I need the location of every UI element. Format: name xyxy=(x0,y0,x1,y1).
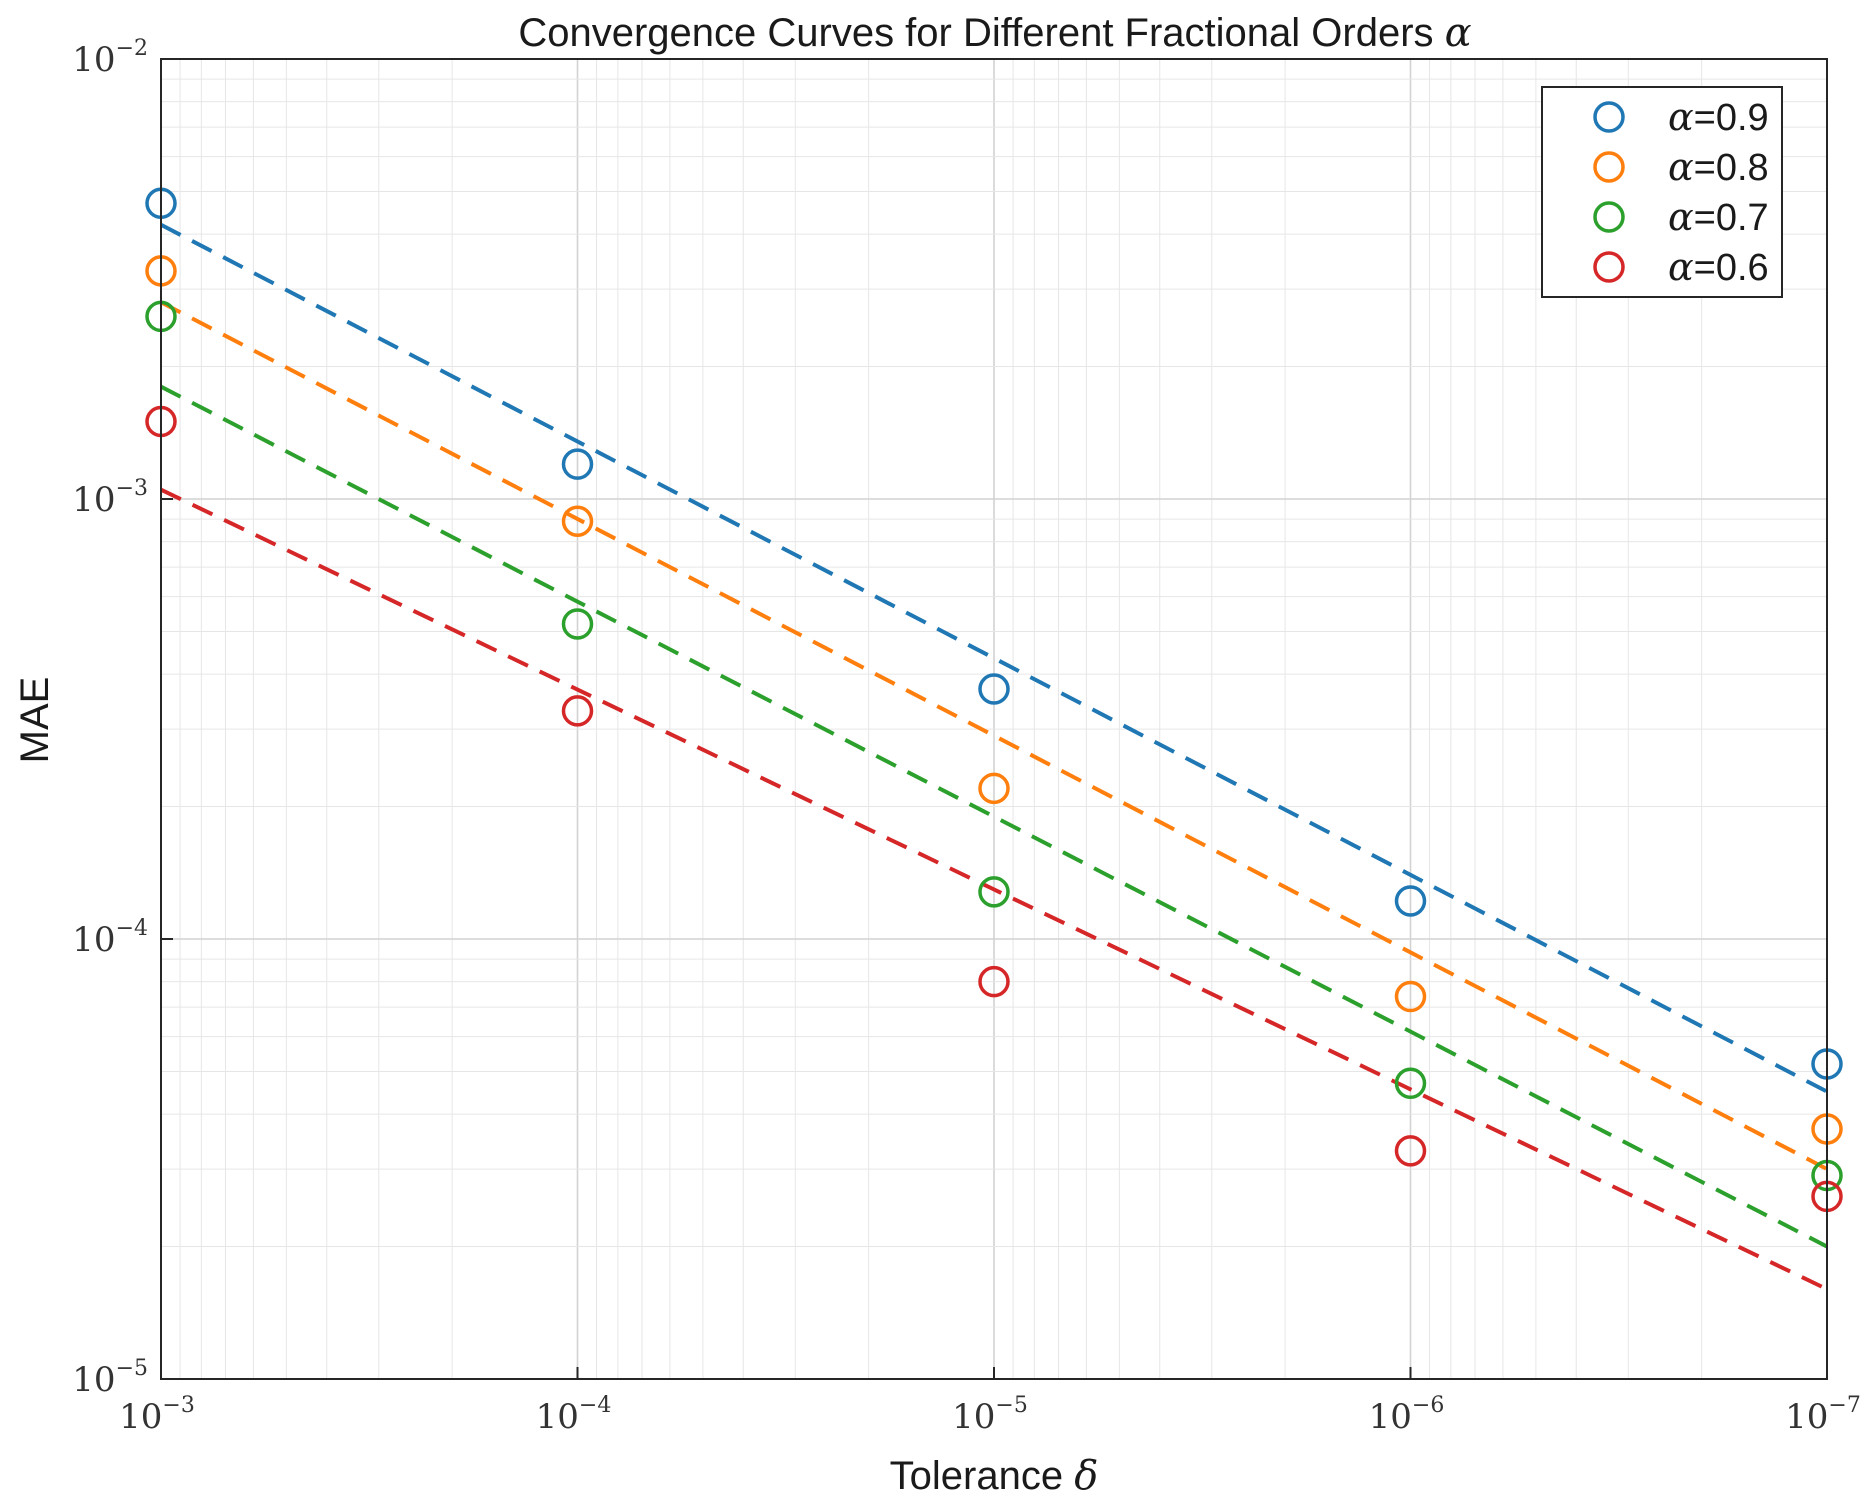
y-tick-label: 10−5 xyxy=(72,1356,148,1400)
legend-label: α=0.8 xyxy=(1668,145,1769,189)
data-point xyxy=(978,876,1010,908)
chart-title-text: Convergence Curves for Different Fractio… xyxy=(518,11,1444,55)
x-axis-ticks: 10−3 10−4 10−5 10−6 10−7 xyxy=(119,1367,1861,1437)
legend-marker xyxy=(1593,101,1625,133)
legend-marker xyxy=(1593,151,1625,183)
data-point xyxy=(561,505,594,538)
data-point xyxy=(1394,1135,1427,1167)
chart-title: Convergence Curves for Different Fractio… xyxy=(518,10,1471,56)
legend-box xyxy=(1541,86,1783,298)
data-point xyxy=(1394,885,1427,917)
data-point xyxy=(978,673,1010,705)
data-point xyxy=(1394,980,1427,1013)
data-point xyxy=(561,448,594,480)
legend: α=0.9 α=0.8 α=0.7 α=0.6 xyxy=(1541,86,1783,298)
legend-label: α=0.7 xyxy=(1668,195,1769,239)
x-tick-label: 10−3 xyxy=(119,1393,195,1437)
y-tick-label: 10−2 xyxy=(72,36,148,80)
data-point xyxy=(978,772,1010,805)
y-axis-ticks: 10−2 10−3 10−4 10−5 xyxy=(72,36,173,1400)
y-axis-label: MAE xyxy=(13,677,57,764)
legend-marker xyxy=(1593,251,1625,283)
chart-title-symbol: α xyxy=(1445,10,1472,56)
data-point xyxy=(561,695,594,727)
fit-line xyxy=(160,487,1828,1291)
fit-lines xyxy=(160,222,1828,1291)
x-axis-label: Tolerance δ xyxy=(890,1453,1099,1499)
x-tick-label: 10−6 xyxy=(1369,1393,1445,1437)
x-tick-label: 10−4 xyxy=(536,1393,612,1437)
x-axis-label-symbol: δ xyxy=(1074,1453,1098,1499)
legend-label: α=0.6 xyxy=(1668,245,1769,289)
y-tick-label: 10−3 xyxy=(72,476,148,520)
data-point xyxy=(1394,1067,1427,1100)
data-point xyxy=(561,608,594,640)
x-tick-label: 10−5 xyxy=(952,1393,1028,1437)
x-axis-label-text: Tolerance xyxy=(890,1454,1075,1498)
data-point xyxy=(978,965,1010,998)
y-tick-label: 10−4 xyxy=(72,916,148,960)
x-tick-label: 10−7 xyxy=(1785,1393,1861,1437)
legend-label: α=0.9 xyxy=(1668,95,1769,139)
legend-marker xyxy=(1593,201,1625,233)
